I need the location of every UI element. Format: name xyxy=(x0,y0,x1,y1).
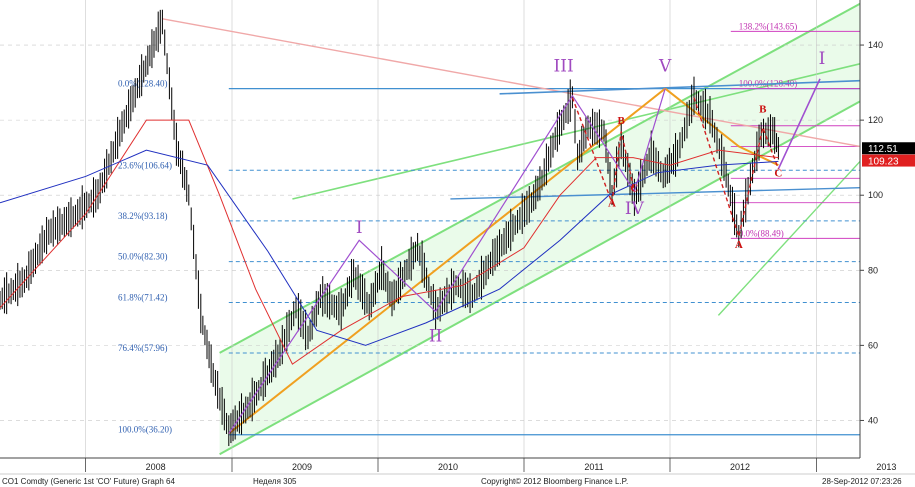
price-tag-box xyxy=(862,142,915,155)
fib-level-label: 0.0%(128.40) xyxy=(118,79,168,89)
elliott-wave-label: I xyxy=(819,49,826,69)
x-tick-label: 2012 xyxy=(730,462,750,472)
fib-ext-label: 138.2%(143.65) xyxy=(739,21,798,31)
fibonacci-layer: 0.0%(128.40) 23.6%(106.64) 38.2%(93.18) 50.… xyxy=(118,18,861,436)
elliott-wave-label: III xyxy=(554,56,574,76)
footer-left: CO1 Comdty (Generic 1st 'CO' Future) Gra… xyxy=(2,477,175,486)
fib-level-label: 38.2%(93.18) xyxy=(118,211,168,221)
channel-lower-line xyxy=(219,100,861,456)
channel-mid-line xyxy=(292,63,861,200)
elliott-wave-label: I xyxy=(356,218,363,238)
axis-layer: 40 60 80 100 120 140 2008 2009 2010 2011 2012 2013 1… xyxy=(0,0,915,475)
grid-layer xyxy=(0,0,860,458)
fib-level-label: 23.6%(106.64) xyxy=(118,160,172,170)
y-tick-label: 40 xyxy=(868,415,878,425)
y-tick-label: 120 xyxy=(868,115,883,125)
x-tick-label: 2013 xyxy=(876,462,896,472)
y-tick-label: 60 xyxy=(868,340,878,350)
price-tag-box xyxy=(862,154,915,167)
abc-wave-label: A xyxy=(608,197,616,209)
footer-week: Неделя 305 xyxy=(253,477,297,486)
resistance-trendline xyxy=(162,18,861,148)
footer-timestamp: 28-Sep-2012 07:23:26 xyxy=(822,477,902,486)
abc-wave-label: B xyxy=(618,115,626,127)
fib-ext-label: 0.0%(88.49) xyxy=(739,228,784,238)
abc-wave-label: B xyxy=(759,104,767,116)
y-tick-label: 140 xyxy=(868,40,883,50)
top-trendline xyxy=(499,79,861,95)
y-tick-label: 80 xyxy=(868,265,878,275)
elliott-wave-label: II xyxy=(429,327,442,347)
abc-correction-path xyxy=(693,97,780,240)
footer-copyright: Copyright© 2012 Bloomberg Finance L.P. xyxy=(481,477,628,486)
abc-correction-path xyxy=(571,97,636,203)
series-layer xyxy=(0,9,779,447)
price-tag-label: 112.51 xyxy=(868,144,898,155)
fib-level-label: 76.4%(57.96) xyxy=(118,343,168,353)
y-tick-label: 100 xyxy=(868,190,883,200)
x-tick-label: 2008 xyxy=(146,462,166,472)
orange-trendline xyxy=(228,87,666,435)
support-trendline xyxy=(450,187,861,200)
abc-wave-label: A xyxy=(735,239,743,251)
x-tick-label: 2010 xyxy=(438,462,458,472)
elliott-wave-label: IV xyxy=(625,199,645,219)
fib-level-label: 50.0%(82.30) xyxy=(118,252,168,262)
projection-path xyxy=(777,78,821,170)
x-tick-label: 2009 xyxy=(292,462,312,472)
fib-level-label: 61.8%(71.42) xyxy=(118,293,168,303)
abc-wave-label: C xyxy=(774,167,782,179)
elliott-wave-label: V xyxy=(658,56,672,76)
moving-average-red-line xyxy=(0,119,779,365)
elliott-wave-path xyxy=(228,88,666,434)
fib-level-label: 100.0%(36.20) xyxy=(118,425,172,435)
footer-layer: CO1 Comdty (Generic 1st 'CO' Future) Gra… xyxy=(2,477,902,486)
price-tag-label: 109.23 xyxy=(868,157,899,168)
x-tick-label: 2011 xyxy=(584,462,603,472)
moving-average-blue-line xyxy=(0,149,779,346)
abc-wave-label: C xyxy=(630,182,638,194)
